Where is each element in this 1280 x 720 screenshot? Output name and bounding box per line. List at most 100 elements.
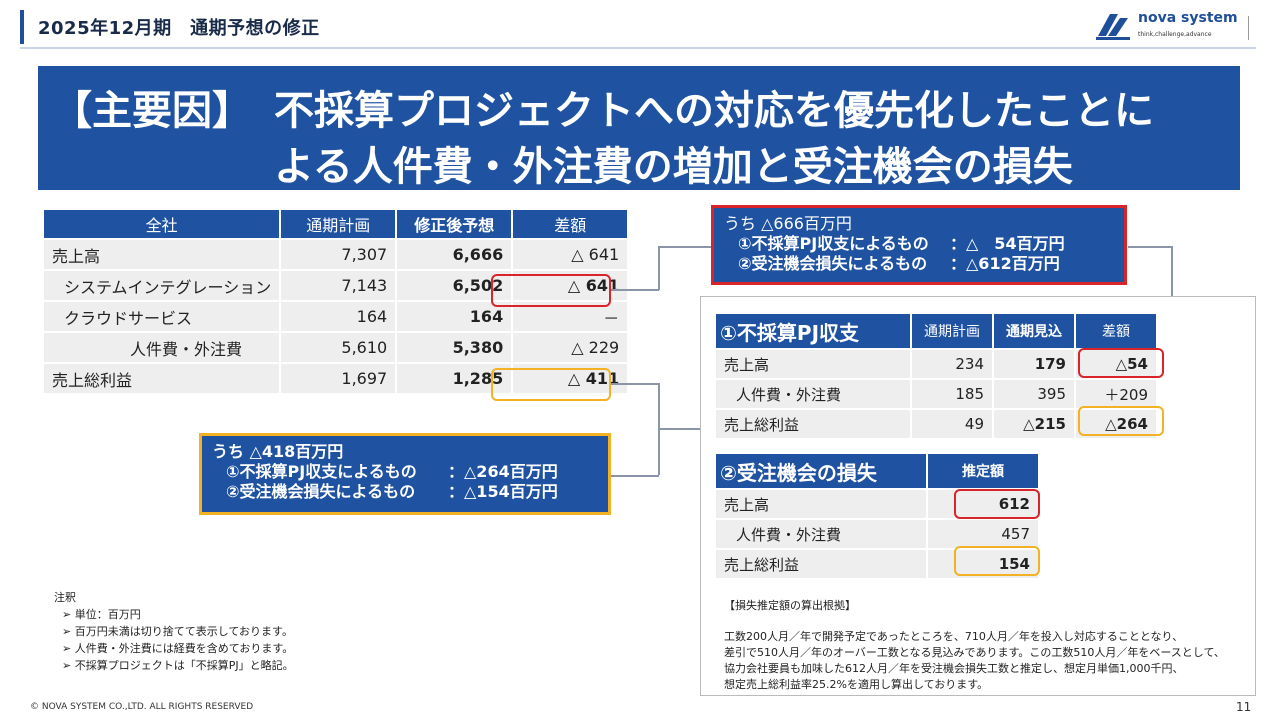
callout-item-value: ：△264百万円 <box>448 462 558 481</box>
connector <box>611 475 659 477</box>
cell-plan: 185 <box>912 380 992 408</box>
callout-item-label: ①不採算PJ収支によるもの <box>226 462 417 481</box>
cell-plan: 1,697 <box>281 364 396 393</box>
col-header-forecast: 通期見込 <box>994 314 1074 348</box>
note-item: ➢ 百万円未満は切り捨てて表示しております。 <box>54 623 294 640</box>
callout-item: ②受注機会損失によるもの ：△154百万円 <box>212 482 598 502</box>
logo-name: nova system <box>1138 10 1238 26</box>
callout-item: ①不採算PJ収支によるもの ：△264百万円 <box>212 462 598 482</box>
col-header-estimate: 推定額 <box>928 454 1038 488</box>
connector <box>1171 246 1173 296</box>
row-label: 売上高 <box>716 350 910 378</box>
cell-plan: 7,143 <box>281 271 396 300</box>
cell-plan: 49 <box>912 410 992 438</box>
arrow-bullet-icon: ➢ <box>62 608 75 621</box>
col-header-plan: 通期計画 <box>281 210 396 238</box>
cell-plan: 5,610 <box>281 333 396 362</box>
callout-item-label: ①不採算PJ収支によるもの <box>738 234 929 253</box>
callout-item: ②受注機会損失によるもの ：△612百万円 <box>724 254 1114 274</box>
table-header-row: ①不採算PJ収支 通期計画 通期見込 差額 <box>716 314 1156 348</box>
basis-line: 想定売上総利益率25.2%を適用し算出しております。 <box>724 678 989 691</box>
callout-item-label: ②受注機会損失によるもの <box>738 254 928 273</box>
table-header-row: ②受注機会の損失 推定額 <box>716 454 1038 488</box>
col-header-revised: 修正後予想 <box>397 210 512 238</box>
basis-line: 工数200人月／年で開発予定であったところを、710人月／年を投入し対応すること… <box>724 630 1184 643</box>
row-label: システムインテグレーション <box>44 271 280 300</box>
basis-title: 【損失推定額の算出根拠】 <box>724 599 856 612</box>
connector <box>658 246 660 290</box>
table-row: 売上総利益 154 <box>716 550 1038 578</box>
callout-title: うち △418百万円 <box>212 442 344 461</box>
callout-title: うち △666百万円 <box>724 214 852 233</box>
callout-item-value: ：△154百万円 <box>448 482 558 501</box>
table-row: 売上高 234 179 △54 <box>716 350 1156 378</box>
notes: 注釈 ➢ 単位：百万円 ➢ 百万円未満は切り捨てて表示しております。 ➢ 人件費… <box>54 589 294 674</box>
cell-plan: 164 <box>281 302 396 331</box>
banner-line-1: 不採算プロジェクトへの対応を優先化したことに <box>274 88 1154 134</box>
cell-estimate: 457 <box>928 520 1038 548</box>
col-header-diff: 差額 <box>513 210 628 238</box>
row-label: 人件費・外注費 <box>716 380 910 408</box>
note-text: 不採算プロジェクトは「不採算PJ」と略記。 <box>74 659 294 672</box>
callout-item-label: ②受注機会損失によるもの <box>226 482 416 501</box>
highlight-yellow-gp-diff <box>491 368 611 401</box>
cell-revised: 5,380 <box>397 333 512 362</box>
company-logo: nova system think,challenge,advance <box>1094 10 1264 44</box>
callout-item: ①不採算PJ収支によるもの ：△ 54百万円 <box>724 234 1114 254</box>
highlight-yellow-loss-gp <box>954 546 1040 576</box>
arrow-bullet-icon: ➢ <box>62 659 75 672</box>
banner-line-2: よる人件費・外注費の増加と受注機会の損失 <box>274 144 1073 190</box>
highlight-red-si-diff <box>491 274 611 307</box>
row-label: 売上高 <box>44 240 280 269</box>
cell-revised: 6,666 <box>397 240 512 269</box>
main-banner: 【主要因】 不採算プロジェクトへの対応を優先化したことに よる人件費・外注費の増… <box>38 66 1240 190</box>
basis-line: 差引で510人月／年のオーバー工数となる見込みであります。この工数510人月／年… <box>724 646 1225 659</box>
logo-divider <box>1248 16 1249 40</box>
cell-forecast: △215 <box>994 410 1074 438</box>
col-header-diff: 差額 <box>1076 314 1156 348</box>
table-header-row: 全社 通期計画 修正後予想 差額 <box>44 210 628 238</box>
note-text: 百万円未満は切り捨てて表示しております。 <box>74 625 293 638</box>
connector <box>658 383 660 475</box>
col-header-pj: ①不採算PJ収支 <box>716 314 910 348</box>
row-label: 売上高 <box>716 490 926 518</box>
page-title: 2025年12月期 通期予想の修正 <box>38 18 320 39</box>
connector <box>660 428 700 430</box>
cell-revised: 164 <box>397 302 512 331</box>
cell-diff: △54 <box>1076 350 1156 378</box>
basis-line: 協力会社要員も加味した612人月／年を受注機会損失工数と推定し、想定月単価1,0… <box>724 662 1184 675</box>
row-label: 売上総利益 <box>44 364 280 393</box>
col-header-plan: 通期計画 <box>912 314 992 348</box>
banner-tag: 【主要因】 <box>52 88 252 134</box>
cell-plan: 7,307 <box>281 240 396 269</box>
row-label: 売上総利益 <box>716 550 926 578</box>
connector <box>611 383 659 385</box>
cell-diff: ＋209 <box>1076 380 1156 408</box>
page-number: 11 <box>1236 700 1252 714</box>
table-row: 人件費・外注費 185 395 ＋209 <box>716 380 1156 408</box>
cell-estimate: 612 <box>928 490 1038 518</box>
table-row: システムインテグレーション 7,143 6,502 △ 641 <box>44 271 628 300</box>
nova-logo-icon <box>1096 14 1130 40</box>
cell-forecast: 179 <box>994 350 1074 378</box>
connector <box>658 246 712 248</box>
company-forecast-table: 全社 通期計画 修正後予想 差額 売上高 7,307 6,666 △ 641 シ… <box>42 208 629 395</box>
row-label: 人件費・外注費 <box>44 333 280 362</box>
highlight-red-loss-sales <box>954 489 1040 519</box>
cell-plan: 234 <box>912 350 992 378</box>
callout-item-value: ：△612百万円 <box>950 254 1060 273</box>
row-label: クラウドサービス <box>44 302 280 331</box>
connector <box>1128 246 1172 248</box>
table-row: 売上高 7,307 6,666 △ 641 <box>44 240 628 269</box>
copyright: © NOVA SYSTEM CO.,LTD. ALL RIGHTS RESERV… <box>30 702 254 712</box>
logo-tagline: think,challenge,advance <box>1138 31 1212 38</box>
cell-forecast: 395 <box>994 380 1074 408</box>
note-item: ➢ 人件費・外注費には経費を含めております。 <box>54 640 294 657</box>
note-text: 人件費・外注費には経費を含めております。 <box>74 642 294 655</box>
table-row: 人件費・外注費 457 <box>716 520 1038 548</box>
header-accent-bar <box>20 10 24 44</box>
cell-diff: △264 <box>1076 410 1156 438</box>
cell-estimate: 154 <box>928 550 1038 578</box>
cell-diff: △ 229 <box>513 333 628 362</box>
table-row: クラウドサービス 164 164 － <box>44 302 628 331</box>
